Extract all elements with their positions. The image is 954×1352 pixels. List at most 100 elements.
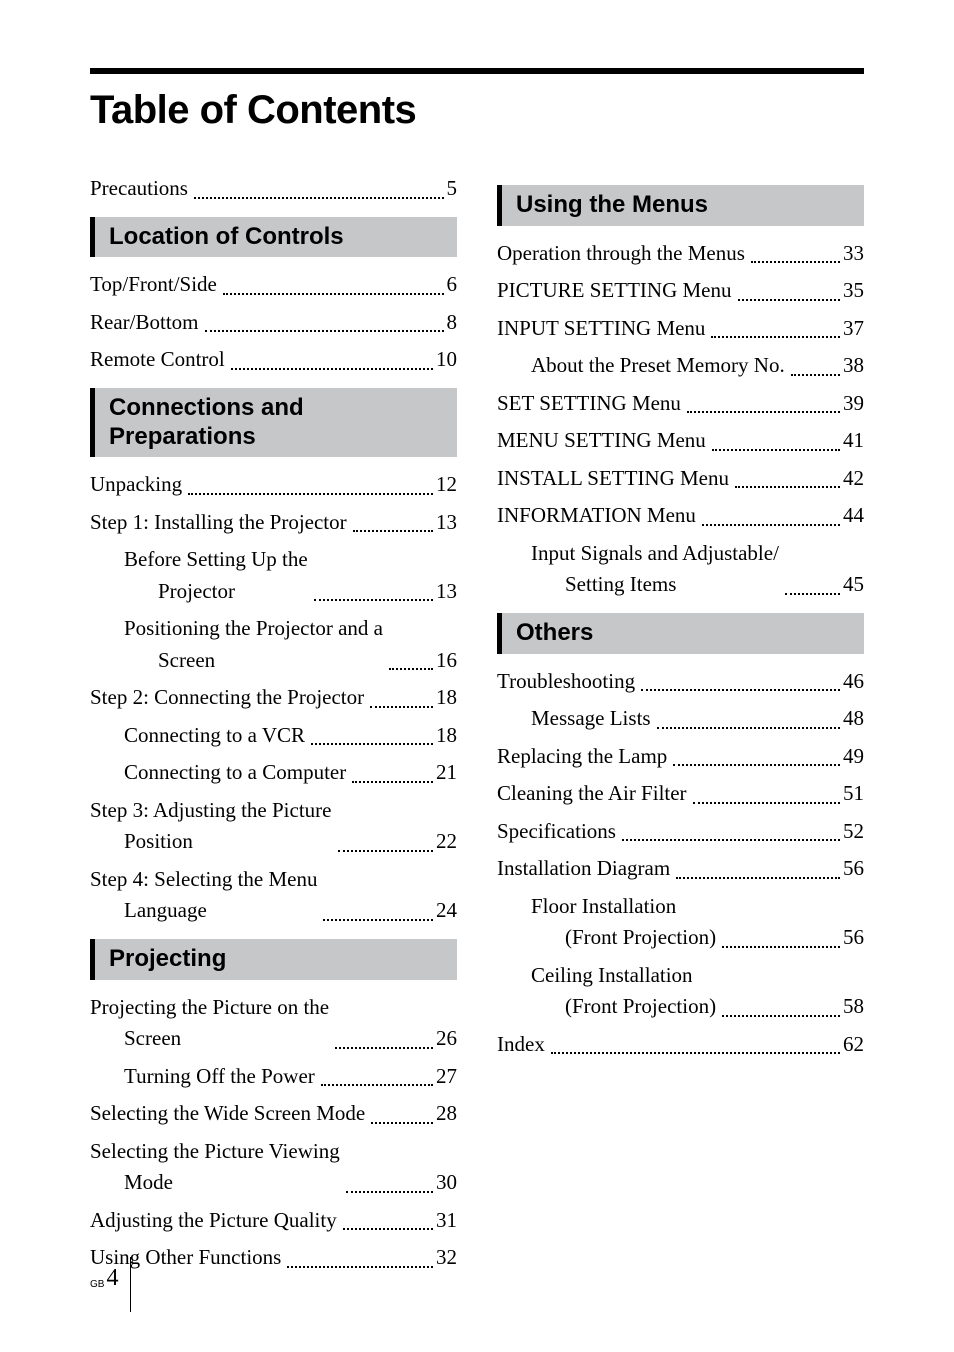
toc-leader-dots bbox=[346, 1191, 433, 1193]
toc-entry[interactable]: SET SETTING Menu39 bbox=[497, 388, 864, 420]
toc-label: PICTURE SETTING Menu bbox=[497, 275, 735, 307]
toc-page: 26 bbox=[436, 1023, 457, 1055]
toc-page: 44 bbox=[843, 500, 864, 532]
toc-entry[interactable]: Step 1: Installing the Projector 13 bbox=[90, 507, 457, 539]
left-column: Precautions 5 Location of Controls Top/Fron… bbox=[90, 173, 457, 1280]
toc-entry[interactable]: Connecting to a Computer21 bbox=[90, 757, 457, 789]
toc-leader-dots bbox=[323, 919, 433, 921]
toc-label: Selecting the Wide Screen Mode bbox=[90, 1098, 368, 1130]
toc-label: Specifications bbox=[497, 816, 619, 848]
toc-entry[interactable]: Index62 bbox=[497, 1029, 864, 1061]
toc-entry[interactable]: INSTALL SETTING Menu42 bbox=[497, 463, 864, 495]
toc-entry[interactable]: Before Setting Up theProjector13 bbox=[90, 544, 457, 607]
toc-label: Troubleshooting bbox=[497, 666, 638, 698]
toc-label: Replacing the Lamp bbox=[497, 741, 670, 773]
toc-leader-dots bbox=[314, 599, 433, 601]
toc-page: 18 bbox=[436, 682, 457, 714]
toc-page: 33 bbox=[843, 238, 864, 270]
toc-label: Remote Control bbox=[90, 344, 228, 376]
toc-entry[interactable]: Message Lists 48 bbox=[497, 703, 864, 735]
toc-label: INSTALL SETTING Menu bbox=[497, 463, 732, 495]
toc-label: Unpacking bbox=[90, 469, 185, 501]
toc-page: 24 bbox=[436, 895, 457, 927]
toc-label: Ceiling Installation(Front Projection) bbox=[531, 960, 719, 1023]
toc-page: 21 bbox=[436, 757, 457, 789]
toc-entry[interactable]: Adjusting the Picture Quality31 bbox=[90, 1205, 457, 1237]
toc-leader-dots bbox=[353, 530, 433, 532]
section-header: Location of Controls bbox=[90, 217, 457, 258]
toc-page: 46 bbox=[843, 666, 864, 698]
toc-label: Step 2: Connecting the Projector bbox=[90, 682, 367, 714]
toc-entry[interactable]: Ceiling Installation(Front Projection) 58 bbox=[497, 960, 864, 1023]
toc-leader-dots bbox=[676, 877, 840, 879]
toc-entry[interactable]: Step 3: Adjusting the PicturePosition22 bbox=[90, 795, 457, 858]
toc-entry[interactable]: INPUT SETTING Menu37 bbox=[497, 313, 864, 345]
toc-label: MENU SETTING Menu bbox=[497, 425, 709, 457]
toc-label: Precautions bbox=[90, 173, 191, 205]
toc-entry[interactable]: Top/Front/Side6 bbox=[90, 269, 457, 301]
toc-entry[interactable]: Step 4: Selecting the MenuLanguage 24 bbox=[90, 864, 457, 927]
toc-entry[interactable]: Selecting the Picture ViewingMode30 bbox=[90, 1136, 457, 1199]
toc-entry[interactable]: Turning Off the Power 27 bbox=[90, 1061, 457, 1093]
toc-leader-dots bbox=[735, 486, 840, 488]
toc-page: 52 bbox=[843, 816, 864, 848]
toc-entry[interactable]: Rear/Bottom8 bbox=[90, 307, 457, 339]
toc-entry[interactable]: Floor Installation(Front Projection)56 bbox=[497, 891, 864, 954]
toc-label: INFORMATION Menu bbox=[497, 500, 699, 532]
page-prefix: GB bbox=[90, 1279, 104, 1290]
toc-page: 5 bbox=[447, 173, 458, 205]
page-title: Table of Contents bbox=[90, 88, 864, 133]
toc-label: Message Lists bbox=[531, 703, 654, 735]
toc-page: 39 bbox=[843, 388, 864, 420]
toc-entry[interactable]: Troubleshooting 46 bbox=[497, 666, 864, 698]
toc-label: Turning Off the Power bbox=[124, 1061, 318, 1093]
toc-entry[interactable]: Step 2: Connecting the Projector 18 bbox=[90, 682, 457, 714]
toc-entry[interactable]: PICTURE SETTING Menu35 bbox=[497, 275, 864, 307]
toc-label: Cleaning the Air Filter bbox=[497, 778, 690, 810]
toc-entry[interactable]: Unpacking12 bbox=[90, 469, 457, 501]
toc-label: Positioning the Projector and aScreen bbox=[124, 613, 386, 676]
toc-entry[interactable]: Projecting the Picture on theScreen26 bbox=[90, 992, 457, 1055]
toc-label: Rear/Bottom bbox=[90, 307, 202, 339]
toc-leader-dots bbox=[673, 764, 840, 766]
toc-page: 13 bbox=[436, 507, 457, 539]
section-header: Connections and Preparations bbox=[90, 388, 457, 458]
toc-entry[interactable]: MENU SETTING Menu41 bbox=[497, 425, 864, 457]
toc-entry[interactable]: About the Preset Memory No.38 bbox=[497, 350, 864, 382]
toc-entry[interactable]: Using Other Functions32 bbox=[90, 1242, 457, 1274]
toc-entry[interactable]: Installation Diagram56 bbox=[497, 853, 864, 885]
toc-page: 27 bbox=[436, 1061, 457, 1093]
toc-label: Step 4: Selecting the MenuLanguage bbox=[90, 864, 320, 927]
toc-page: 37 bbox=[843, 313, 864, 345]
toc-page: 10 bbox=[436, 344, 457, 376]
toc-label: Index bbox=[497, 1029, 548, 1061]
toc-entry[interactable]: Input Signals and Adjustable/Setting Ite… bbox=[497, 538, 864, 601]
toc-label: About the Preset Memory No. bbox=[531, 350, 788, 382]
toc-entry[interactable]: Operation through the Menus33 bbox=[497, 238, 864, 270]
toc-leader-dots bbox=[751, 261, 840, 263]
toc-entry[interactable]: Specifications 52 bbox=[497, 816, 864, 848]
toc-leader-dots bbox=[702, 524, 840, 526]
toc-leader-dots bbox=[352, 781, 433, 783]
toc-entry[interactable]: Precautions 5 bbox=[90, 173, 457, 205]
toc-entry[interactable]: Remote Control 10 bbox=[90, 344, 457, 376]
toc-entry[interactable]: Connecting to a VCR18 bbox=[90, 720, 457, 752]
toc-leader-dots bbox=[371, 1122, 433, 1124]
toc-entry[interactable]: Cleaning the Air Filter51 bbox=[497, 778, 864, 810]
toc-label: Step 1: Installing the Projector bbox=[90, 507, 350, 539]
toc-label: Input Signals and Adjustable/Setting Ite… bbox=[531, 538, 782, 601]
toc-entry[interactable]: Replacing the Lamp49 bbox=[497, 741, 864, 773]
toc-leader-dots bbox=[622, 839, 840, 841]
toc-entry[interactable]: Positioning the Projector and aScreen16 bbox=[90, 613, 457, 676]
section-header: Using the Menus bbox=[497, 185, 864, 226]
toc-label: Installation Diagram bbox=[497, 853, 673, 885]
toc-label: Before Setting Up theProjector bbox=[124, 544, 311, 607]
page-rule bbox=[130, 1257, 131, 1312]
toc-page: 22 bbox=[436, 826, 457, 858]
toc-entry[interactable]: Selecting the Wide Screen Mode28 bbox=[90, 1098, 457, 1130]
toc-leader-dots bbox=[370, 706, 433, 708]
toc-entry[interactable]: INFORMATION Menu 44 bbox=[497, 500, 864, 532]
section-header: Projecting bbox=[90, 939, 457, 980]
toc-page: 48 bbox=[843, 703, 864, 735]
toc-page: 58 bbox=[843, 991, 864, 1023]
